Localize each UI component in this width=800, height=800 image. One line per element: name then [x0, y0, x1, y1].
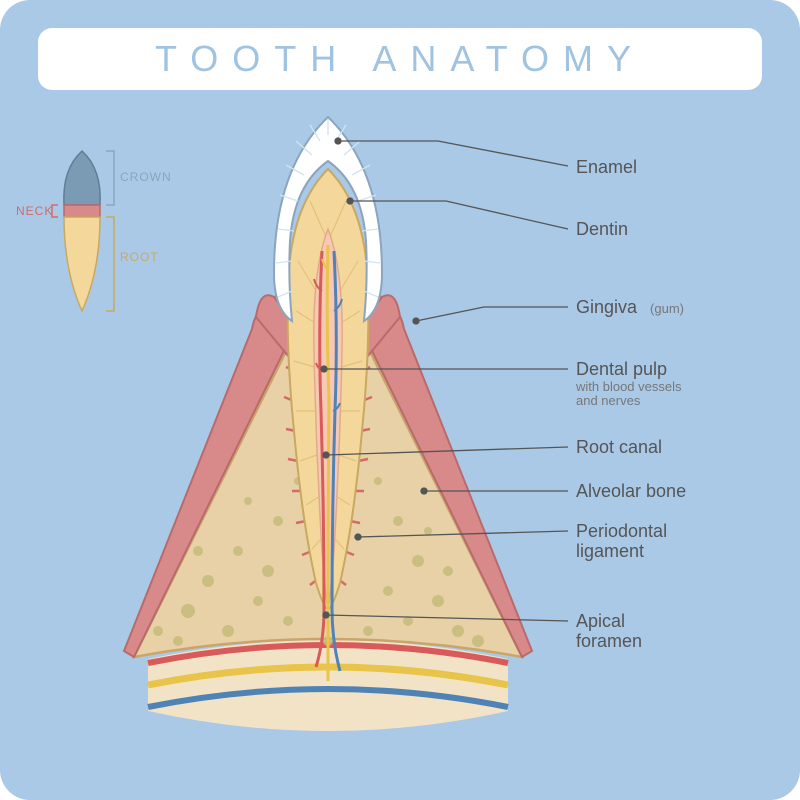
label-canal: Root canal: [576, 438, 662, 458]
label-bone: Alveolar bone: [576, 482, 686, 502]
label-apex-text: Apical foramen: [576, 611, 642, 651]
label-dentin-text: Dentin: [576, 219, 628, 239]
label-canal-text: Root canal: [576, 437, 662, 457]
label-bone-text: Alveolar bone: [576, 481, 686, 501]
frame: TOOTH ANATOMY: [0, 0, 800, 800]
label-apex: Apical foramen: [576, 612, 642, 652]
mini-label-root: ROOT: [120, 250, 159, 264]
mini-label-neck: NECK: [16, 204, 53, 218]
label-gingiva-sub: (gum): [650, 301, 684, 316]
label-pulp: Dental pulp with blood vessels and nerve…: [576, 360, 682, 408]
diagram-area: Enamel Dentin Gingiva (gum) Dental pulp …: [28, 110, 772, 772]
label-dentin: Dentin: [576, 220, 628, 240]
label-gingiva-text: Gingiva: [576, 297, 637, 317]
label-pdl: Periodontal ligament: [576, 522, 667, 562]
label-enamel-text: Enamel: [576, 157, 637, 177]
label-pdl-text: Periodontal ligament: [576, 521, 667, 561]
label-pulp-text: Dental pulp: [576, 359, 667, 379]
mini-tooth: [52, 151, 114, 311]
label-pulp-sub: with blood vessels and nerves: [576, 380, 682, 409]
title-text: TOOTH ANATOMY: [155, 38, 645, 79]
title-bar: TOOTH ANATOMY: [38, 28, 762, 90]
label-gingiva: Gingiva (gum): [576, 298, 684, 318]
label-enamel: Enamel: [576, 158, 637, 178]
mini-label-crown: CROWN: [120, 170, 172, 184]
